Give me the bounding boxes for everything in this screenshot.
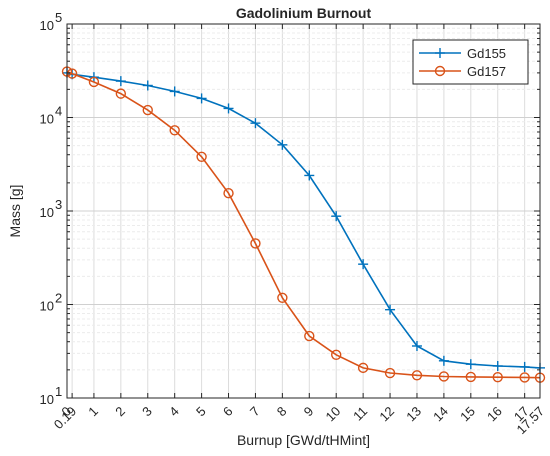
data-point-gd157 xyxy=(357,362,369,374)
x-tick-label: 1 xyxy=(85,404,101,420)
data-point-gd155 xyxy=(304,170,315,181)
legend: Gd155 Gd157 xyxy=(412,39,529,85)
data-point-gd157 xyxy=(277,292,288,303)
y-tick-label-exponent: 4 xyxy=(55,104,62,119)
x-tick-label: 7 xyxy=(247,404,263,420)
data-point-gd155 xyxy=(250,118,261,129)
x-tick-label: 11 xyxy=(350,404,370,424)
legend-marker-gd157 xyxy=(434,65,446,77)
x-tick-label: 16 xyxy=(484,404,505,425)
x-tick-label: 9 xyxy=(301,404,317,420)
chart-title: Gadolinium Burnout xyxy=(236,5,372,21)
data-point-gd155 xyxy=(196,93,207,104)
data-point-gd155 xyxy=(115,76,126,87)
y-tick-label: 10 xyxy=(40,18,54,33)
data-point-gd155 xyxy=(223,103,234,114)
x-tick-label: 12 xyxy=(376,404,397,425)
data-point-gd155 xyxy=(465,359,476,370)
y-tick-label-exponent: 2 xyxy=(55,291,62,306)
data-point-gd157 xyxy=(519,372,530,383)
data-point-gd157 xyxy=(142,104,153,116)
x-tick-label: 13 xyxy=(403,404,424,425)
data-point-gd155 xyxy=(358,259,369,270)
data-point-gd157 xyxy=(465,371,477,383)
x-tick-label: 3 xyxy=(139,404,155,420)
data-point-gd155 xyxy=(169,86,180,97)
grid xyxy=(67,24,540,398)
x-tick-label: 8 xyxy=(274,404,290,420)
data-point-gd157 xyxy=(492,371,503,383)
y-tick-label-exponent: 1 xyxy=(55,384,62,399)
y-tick-label: 10 xyxy=(40,299,54,314)
data-point-gd155 xyxy=(277,139,288,150)
data-point-gd157 xyxy=(331,349,342,360)
x-tick-label: 10 xyxy=(322,404,343,425)
series-layer xyxy=(61,66,546,383)
data-point-gd157 xyxy=(411,370,423,381)
x-tick-label: 4 xyxy=(166,404,182,420)
data-point-gd157 xyxy=(115,88,127,99)
data-point-gd157 xyxy=(66,68,78,79)
data-point-gd155 xyxy=(492,360,503,371)
legend-box xyxy=(412,39,529,85)
y-axis-title: Mass [g] xyxy=(7,185,23,238)
x-tick-label: 6 xyxy=(220,404,236,420)
x-tick-label: 15 xyxy=(457,404,478,425)
y-tick-label: 10 xyxy=(40,205,54,220)
data-point-gd155 xyxy=(142,80,153,91)
y-tick-label: 10 xyxy=(40,112,54,127)
data-point-gd157 xyxy=(304,330,315,342)
data-point-gd155 xyxy=(385,304,396,315)
x-tick-label: 5 xyxy=(193,404,209,420)
data-point-gd157 xyxy=(438,371,450,382)
data-point-gd157 xyxy=(88,76,100,88)
x-tick-label: 14 xyxy=(430,404,451,425)
x-tick-label: 0.19 xyxy=(51,404,80,433)
data-point-gd155 xyxy=(519,361,530,372)
data-point-gd157 xyxy=(169,125,180,136)
data-point-gd157 xyxy=(384,367,396,379)
x-tick-label: 2 xyxy=(112,404,128,420)
y-tick-label-exponent: 3 xyxy=(55,197,62,212)
data-point-gd157 xyxy=(250,238,261,249)
data-point-gd155 xyxy=(438,355,449,366)
y-tick-label-exponent: 5 xyxy=(55,10,62,25)
data-point-gd155 xyxy=(411,340,422,351)
data-point-gd155 xyxy=(331,211,342,222)
data-point-gd157 xyxy=(196,151,207,162)
legend-label-gd155: Gd155 xyxy=(467,46,506,61)
legend-label-gd157: Gd157 xyxy=(467,64,506,79)
data-point-gd157 xyxy=(223,188,234,199)
x-axis-title: Burnup [GWd/tHMint] xyxy=(237,432,370,448)
y-tick-label: 10 xyxy=(40,392,54,407)
